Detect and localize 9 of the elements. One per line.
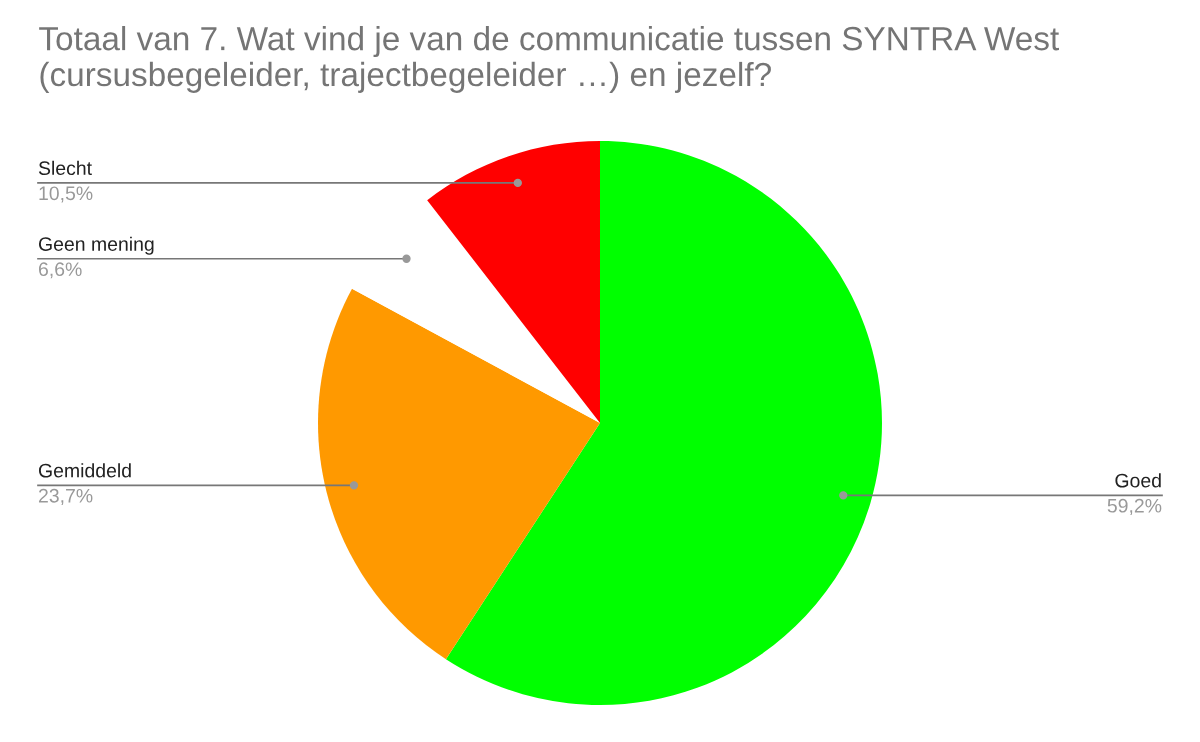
slice-label: Slecht [38,160,92,176]
slice-label: Gemiddeld [38,463,131,478]
chart-title: Totaal van 7. Wat vind je van de communicatie tussen SYNTRA West (cursusbegeleider, trajectbegeleider …) en jezelf? [39,25,1059,93]
data-label: 23,7% [38,488,93,505]
data-label: 6,6% [38,262,82,279]
data-label: 59,2% [1107,498,1162,515]
slice-label: Geen mening [38,236,154,255]
data-label: 10,5% [39,186,93,203]
slice-label: Goed [1115,473,1161,488]
